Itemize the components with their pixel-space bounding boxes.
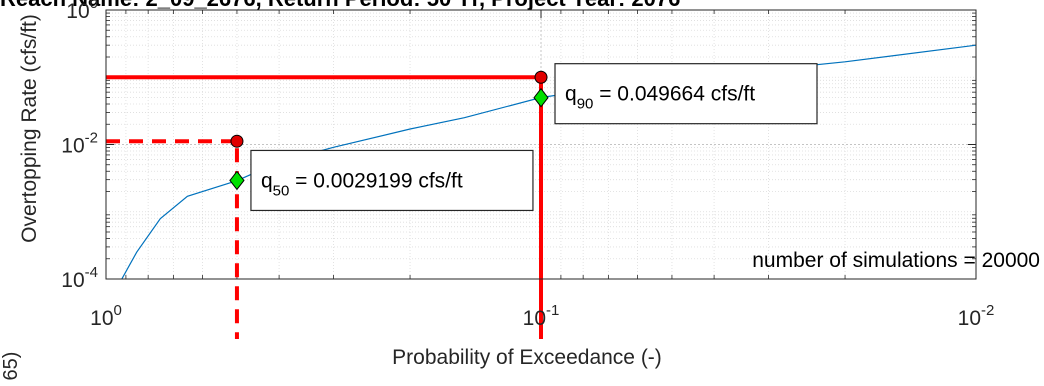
annotation-text: q50 = 0.0029199 cfs/ft (261, 169, 463, 199)
y-tick-label: 100 (66, 0, 98, 23)
axes-frame (105, 9, 977, 280)
simulation-count-note: number of simulations = 20000 (752, 249, 1040, 272)
x-axis-label: Probability of Exceedance (-) (392, 346, 662, 369)
overtopping-chart: 100 10-1 10-2 10-4 10-2 100 Probability of Exc… (18, 0, 1040, 369)
x-tick-label: 10-1 (523, 302, 560, 330)
p50-point-marker (230, 134, 244, 148)
p90-point-marker (534, 70, 548, 84)
x-tick-label: 10-2 (958, 302, 995, 330)
chart-title: Reach Name: 2_09_2676, Return Period: 50… (0, 0, 1044, 12)
y-tick-label: 10-2 (61, 130, 98, 158)
y-axis-label: Overtopping Rate (cfs/ft) (18, 14, 41, 243)
annotation-text: q90 = 0.049664 cfs/ft (565, 83, 755, 113)
q50-marker (229, 170, 245, 191)
q90-label: q90 = 0.049664 cfs/ft (554, 63, 818, 125)
annotation-box (554, 63, 818, 125)
y-tick-label: 10-4 (61, 264, 98, 292)
partial-side-label: 65) (0, 351, 22, 381)
p50-guide (106, 139, 239, 339)
x-tick-label: 100 (90, 302, 122, 330)
q50-label: q50 = 0.0029199 cfs/ft (250, 149, 534, 212)
annotation-box (250, 149, 534, 212)
q90-marker (533, 87, 549, 108)
